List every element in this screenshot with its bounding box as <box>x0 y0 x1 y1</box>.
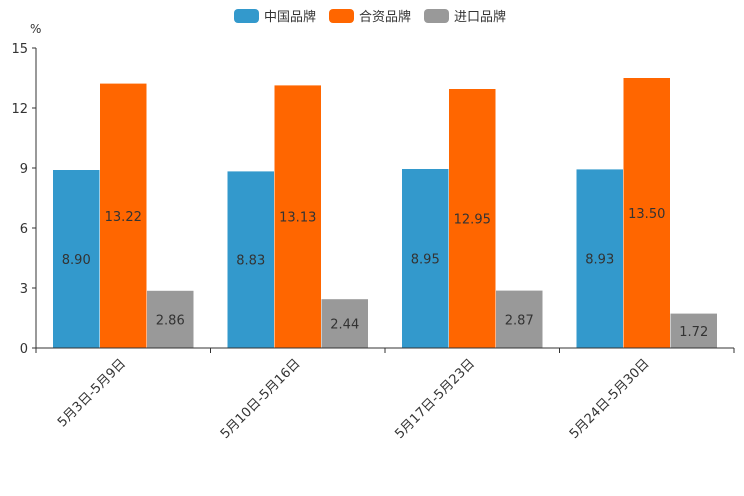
data-label-1-0: 13.22 <box>105 210 142 225</box>
bar-0-0[interactable] <box>53 170 100 348</box>
data-label-2-0: 2.86 <box>156 313 185 328</box>
bar-2-0[interactable] <box>147 290 194 348</box>
y-tick-label: 15 <box>11 42 28 57</box>
data-label-1-2: 12.95 <box>454 213 491 228</box>
x-category-label-1: 5月10日-5月16日 <box>218 356 304 442</box>
data-label-2-2: 2.87 <box>505 313 534 328</box>
data-label-0-2: 8.95 <box>411 253 440 268</box>
bar-2-2[interactable] <box>496 290 543 348</box>
legend-swatch-0[interactable] <box>234 9 259 23</box>
x-category-label-3: 5月24日-5月30日 <box>567 356 653 442</box>
legend-swatch-2[interactable] <box>424 9 449 23</box>
legend-label-0[interactable]: 中国品牌 <box>264 9 316 25</box>
bar-0-1[interactable] <box>227 171 275 348</box>
bar-1-1[interactable] <box>274 85 322 349</box>
legend-label-1[interactable]: 合资品牌 <box>359 9 411 25</box>
bar-2-1[interactable] <box>321 299 369 348</box>
data-label-2-1: 2.44 <box>330 318 359 333</box>
y-tick-label: 12 <box>11 102 28 117</box>
y-tick-label: 9 <box>20 162 28 177</box>
bar-0-3[interactable] <box>576 169 624 348</box>
bars: 8.90 13.22 2.86 8.83 13.13 2.44 8.95 12.95 2.87 8… <box>53 78 718 349</box>
data-label-0-0: 8.90 <box>62 253 91 268</box>
bar-0-2[interactable] <box>402 169 449 348</box>
bar-2-3[interactable] <box>670 313 718 348</box>
x-axis: 5月3日-5月9日 5月10日-5月16日 5月17日-5月23日 5月24日-5月3… <box>35 347 735 442</box>
bar-1-2[interactable] <box>449 89 496 348</box>
bar-1-3[interactable] <box>623 78 671 348</box>
y-axis-unit: % <box>30 22 41 36</box>
data-label-2-3: 1.72 <box>679 325 708 340</box>
bar-1-0[interactable] <box>100 83 147 348</box>
x-category-label-0: 5月3日-5月9日 <box>55 356 129 430</box>
legend-label-2[interactable]: 进口品牌 <box>454 9 506 25</box>
data-label-1-3: 13.50 <box>628 207 665 222</box>
y-axis: 0 3 6 9 12 15 <box>11 42 37 357</box>
data-label-1-1: 13.13 <box>279 211 316 226</box>
data-label-0-3: 8.93 <box>585 253 614 268</box>
x-category-label-2: 5月17日-5月23日 <box>392 356 478 442</box>
data-label-0-1: 8.83 <box>236 254 265 269</box>
legend-swatch-1[interactable] <box>329 9 354 23</box>
y-tick-label: 6 <box>20 222 28 237</box>
y-tick-label: 0 <box>20 342 28 357</box>
y-tick-label: 3 <box>20 282 28 297</box>
legend: 中国品牌 合资品牌 进口品牌 <box>234 9 506 25</box>
